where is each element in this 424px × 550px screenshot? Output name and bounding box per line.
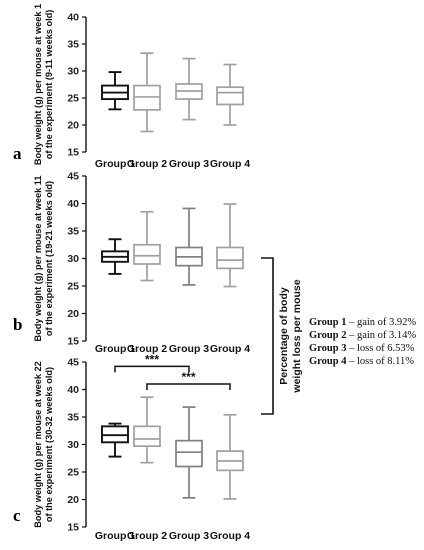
y-axis-label: Body weight (g) per mouse at week 22 of t…	[33, 361, 54, 527]
box-iqr	[216, 246, 244, 270]
category-label: Group 3	[169, 530, 209, 542]
box-1	[101, 71, 129, 111]
y-axis-label: Body weight (g) per mouse at week 11 of t…	[33, 176, 54, 342]
legend-text-3: – loss of 6.53%	[346, 343, 415, 354]
y-axis-label-line1: Body weight (g) per mouse at week 11	[33, 176, 43, 342]
box-1	[101, 238, 129, 275]
y-tick-label: 40	[67, 198, 79, 210]
y-tick-label: 45	[67, 171, 79, 183]
box-2	[133, 396, 161, 464]
legend: Group 1 – gain of 3.92% Group 2 – gain o…	[309, 316, 424, 368]
legend-group-2: Group 2	[309, 330, 347, 341]
y-tick-label: 20	[67, 120, 79, 132]
y-tick-label: 15	[67, 336, 79, 348]
y-tick-label: 20	[67, 494, 79, 506]
y-tick-label: 25	[67, 93, 79, 105]
legend-group-3: Group 3	[309, 343, 347, 354]
y-tick-label: 40	[67, 12, 79, 24]
panel-a: a Body weight (g) per mouse at week 1 of t…	[13, 4, 250, 170]
significance-label: ***	[181, 370, 195, 384]
y-tick-label: 45	[67, 357, 79, 369]
box-3	[175, 57, 203, 121]
y-tick-label: 35	[67, 226, 79, 238]
panel-c: c Body weight (g) per mouse at week 22 of …	[13, 352, 250, 542]
significance-label: ***	[145, 352, 159, 366]
category-label: Group 2	[127, 530, 167, 542]
significance-bracket	[114, 365, 190, 373]
box-2	[133, 210, 161, 282]
y-axis-label-line2: of the experiment (19-21 weeks old)	[44, 181, 54, 336]
category-label: Group 4	[210, 530, 250, 542]
y-tick-label: 20	[67, 308, 79, 320]
y-tick-label: 25	[67, 467, 79, 479]
box-4	[216, 63, 244, 126]
category-label: Group 4	[210, 158, 250, 170]
y-axis-label-line1: Body weight (g) per mouse at week 22	[33, 361, 43, 527]
y-axis-label-line1: Body weight (g) per mouse at week 1	[33, 4, 43, 165]
legend-group-1: Group 1	[309, 317, 347, 328]
y-tick-label: 35	[67, 412, 79, 424]
y-tick-label: 30	[67, 253, 79, 265]
y-tick-label: 15	[67, 522, 79, 534]
y-axis-label: Body weight (g) per mouse at week 1 of th…	[33, 4, 54, 165]
category-label: Group 2	[127, 343, 167, 355]
legend-item-2: Group 2 – gain of 3.14%	[309, 329, 424, 342]
side-label-line2-text: weight loss per mouse	[291, 279, 303, 393]
box-1	[101, 422, 129, 458]
category-label: Group 2	[127, 158, 167, 170]
legend-group-4: Group 4	[309, 356, 347, 367]
category-label: Group 4	[210, 343, 250, 355]
category-label: Group 3	[169, 343, 209, 355]
y-axis-label-line2: of the experiment (30-32 weeks old)	[44, 367, 54, 522]
y-tick-label: 30	[67, 439, 79, 451]
y-tick-label: 35	[67, 39, 79, 51]
box-2	[133, 52, 161, 133]
y-tick-label: 15	[67, 147, 79, 159]
bracket	[261, 257, 274, 415]
legend-item-1: Group 1 – gain of 3.92%	[309, 316, 424, 329]
box-3	[175, 406, 203, 499]
panel-b: b Body weight (g) per mouse at week 11 of …	[13, 171, 250, 355]
y-tick-label: 40	[67, 384, 79, 396]
legend-item-3: Group 3 – loss of 6.53%	[309, 342, 424, 355]
y-tick-label: 30	[67, 66, 79, 78]
box-3	[175, 207, 203, 286]
box-4	[216, 413, 244, 500]
category-label: Group 1	[95, 530, 135, 542]
box-iqr	[133, 243, 161, 265]
legend-text-4: – loss of 8.11%	[346, 356, 415, 367]
category-label: Group 1	[95, 158, 135, 170]
category-label: Group 1	[95, 343, 135, 355]
side-label-line2: weight loss per mouse	[291, 279, 303, 393]
box-4	[216, 203, 244, 288]
category-label: Group 3	[169, 158, 209, 170]
panel-letter: b	[13, 315, 22, 334]
y-tick-label: 25	[67, 281, 79, 293]
legend-text-1: – gain of 3.92%	[346, 317, 417, 328]
panel-letter: c	[13, 506, 21, 525]
significance-bracket	[146, 383, 231, 390]
legend-text-2: – gain of 3.14%	[346, 330, 417, 341]
box-iqr	[133, 425, 161, 448]
y-axis-label-line2: of the experiment (9-11 weeks old)	[44, 10, 54, 160]
legend-item-4: Group 4 – loss of 8.11%	[309, 355, 424, 368]
side-label: Percentage of body weight loss per mouse	[278, 279, 303, 393]
box-iqr	[175, 439, 203, 468]
box-iqr	[216, 86, 244, 106]
side-label-line1: Percentage of body	[278, 287, 290, 385]
panel-letter: a	[13, 144, 22, 163]
